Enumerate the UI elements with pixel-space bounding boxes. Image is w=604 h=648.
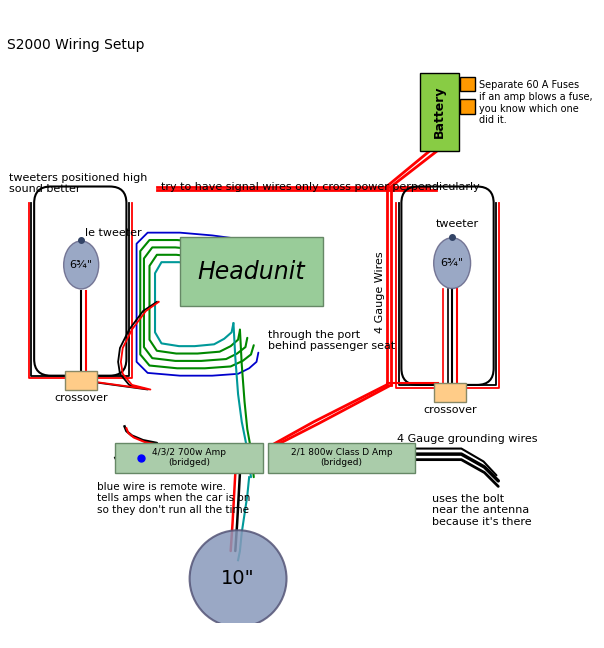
Text: Headunit: Headunit bbox=[198, 260, 305, 284]
FancyBboxPatch shape bbox=[115, 443, 263, 472]
Ellipse shape bbox=[434, 238, 471, 288]
FancyBboxPatch shape bbox=[460, 76, 475, 91]
FancyBboxPatch shape bbox=[65, 371, 97, 389]
Text: crossover: crossover bbox=[54, 393, 108, 403]
Text: 4 Gauge grounding wires: 4 Gauge grounding wires bbox=[397, 434, 538, 444]
Text: Battery: Battery bbox=[432, 86, 446, 139]
Text: 10": 10" bbox=[221, 569, 255, 588]
FancyBboxPatch shape bbox=[180, 237, 323, 307]
Text: 4/3/2 700w Amp
(bridged): 4/3/2 700w Amp (bridged) bbox=[152, 448, 226, 467]
Text: tweeter: tweeter bbox=[435, 219, 478, 229]
Text: crossover: crossover bbox=[423, 405, 477, 415]
Text: blue wire is remote wire.
tells amps when the car is on
so they don't run all th: blue wire is remote wire. tells amps whe… bbox=[97, 482, 250, 515]
Ellipse shape bbox=[190, 530, 286, 627]
FancyBboxPatch shape bbox=[434, 383, 466, 402]
Text: 2/1 800w Class D Amp
(bridged): 2/1 800w Class D Amp (bridged) bbox=[291, 448, 392, 467]
Text: tweeters positioned high
sound better: tweeters positioned high sound better bbox=[9, 172, 147, 194]
Text: try to have signal wires only cross power perpendicularly: try to have signal wires only cross powe… bbox=[161, 182, 480, 192]
FancyBboxPatch shape bbox=[268, 443, 415, 472]
Text: S2000 Wiring Setup: S2000 Wiring Setup bbox=[7, 38, 145, 52]
Text: through the port
behind passenger seat: through the port behind passenger seat bbox=[268, 330, 395, 351]
Text: 6¾": 6¾" bbox=[69, 260, 93, 270]
Ellipse shape bbox=[63, 241, 98, 289]
Text: 4 Gauge Wires: 4 Gauge Wires bbox=[375, 252, 385, 334]
Text: Separate 60 A Fuses
if an amp blows a fuse,
you know which one
did it.: Separate 60 A Fuses if an amp blows a fu… bbox=[479, 80, 593, 125]
Text: 6¾": 6¾" bbox=[440, 258, 464, 268]
FancyBboxPatch shape bbox=[460, 99, 475, 113]
Text: uses the bolt
near the antenna
because it's there: uses the bolt near the antenna because i… bbox=[432, 494, 532, 527]
FancyBboxPatch shape bbox=[420, 73, 458, 152]
Text: le tweeter: le tweeter bbox=[85, 228, 141, 238]
